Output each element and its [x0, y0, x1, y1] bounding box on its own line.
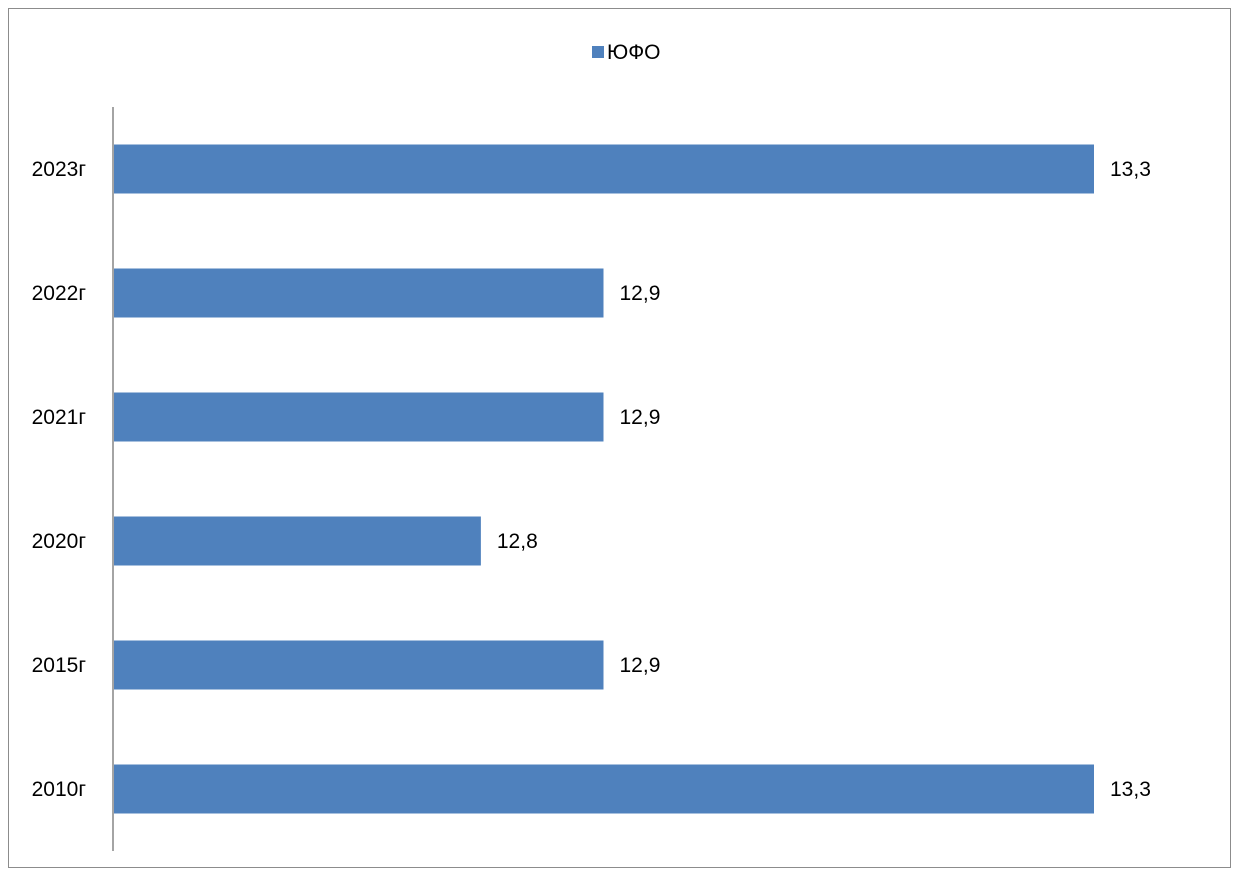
tick-label-2023г: 2023г: [32, 158, 87, 181]
legend-label: ЮФО: [607, 41, 661, 64]
bar-2015г: [114, 640, 604, 690]
data-label-2023г: 13,3: [1110, 158, 1151, 181]
tick-label-2021г: 2021г: [32, 406, 87, 429]
bar-2023г: [114, 144, 1094, 194]
bar-2022г: [114, 268, 604, 318]
legend-swatch: [592, 46, 604, 58]
category-tick-labels: 2010г 2015г 2020г 2021г 2022г 2023г: [32, 158, 87, 801]
data-labels: 13,3 12,9 12,8 12,9 12,9 13,3: [497, 158, 1151, 801]
bars: [114, 144, 1094, 814]
bar-chart: ЮФО 13,312,912,812,912,913,3 2010г2015г2…: [32, 41, 1151, 851]
tick-label-2020г: 2020г: [32, 530, 87, 553]
data-label-2015г: 12,9: [620, 654, 661, 677]
bar-2010г: [114, 764, 1094, 814]
bar-2020г: [114, 516, 481, 566]
tick-label-2015г: 2015г: [32, 654, 87, 677]
bar-2021г: [114, 392, 604, 442]
chart-frame: ЮФО 13,3 12,9 12,8 12,9 12,9 13,3 2010г 2015г 2…: [8, 8, 1231, 868]
tick-label-2022г: 2022г: [32, 282, 87, 305]
data-label-2020г: 12,8: [497, 530, 538, 553]
data-label-2021г: 12,9: [620, 406, 661, 429]
legend: ЮФО: [592, 41, 661, 64]
tick-label-2010г: 2010г: [32, 778, 87, 801]
data-label-2022г: 12,9: [620, 282, 661, 305]
data-label-2010г: 13,3: [1110, 778, 1151, 801]
